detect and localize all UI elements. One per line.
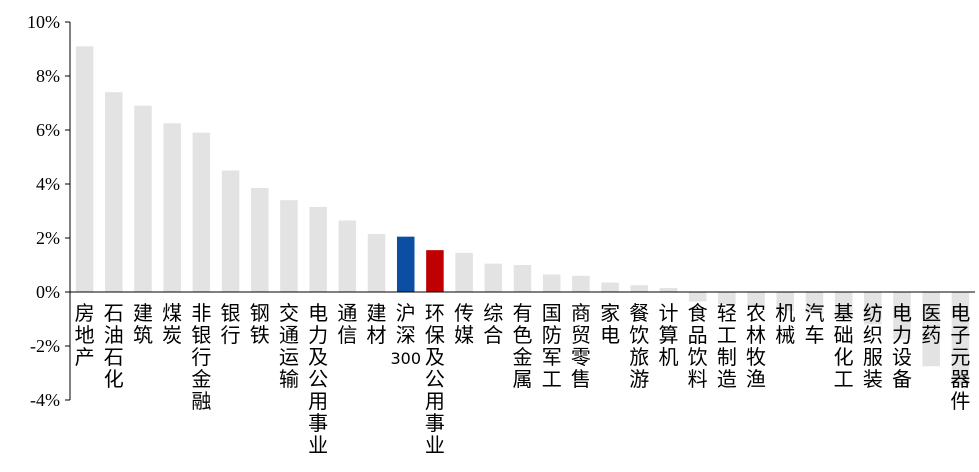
- bar-4: [163, 123, 181, 292]
- y-tick-label: 2%: [36, 228, 60, 248]
- bars-group: [75, 46, 970, 386]
- category-label: 餐饮旅游: [629, 301, 649, 391]
- bar-25: [776, 292, 794, 311]
- bar-5: [192, 132, 211, 292]
- bar-7: [251, 188, 269, 292]
- bar-22: [688, 292, 707, 302]
- y-tick-label: 10%: [27, 12, 60, 32]
- category-label: 钢铁: [250, 301, 270, 347]
- category-label: 计算机: [658, 301, 678, 369]
- category-label: 煤炭: [162, 301, 182, 347]
- y-tick-label: 8%: [36, 66, 60, 86]
- category-label: 家电: [600, 301, 620, 347]
- y-tick-label: -2%: [30, 336, 60, 356]
- bar-15: [484, 263, 503, 292]
- category-label: 纺织服装: [863, 301, 883, 391]
- category-label: 通信: [337, 301, 357, 347]
- category-label: 建筑: [133, 301, 153, 347]
- category-label: 基础化工: [834, 301, 854, 391]
- category-label: 非银行金融: [191, 301, 211, 413]
- bar-17: [542, 274, 561, 292]
- bar-27: [834, 292, 853, 319]
- bar-2: [105, 92, 123, 292]
- category-label: 国防军工: [542, 301, 562, 391]
- bar-11: [367, 233, 386, 292]
- bar-1: [75, 46, 94, 292]
- category-label: 机械: [775, 301, 795, 347]
- category-label: 食品饮料: [688, 301, 708, 391]
- category-label: 电子元器件: [950, 301, 970, 413]
- bar-30: [922, 292, 940, 367]
- y-tick-label: -4%: [30, 390, 60, 410]
- category-label: 传媒: [454, 301, 474, 347]
- bar-28: [864, 292, 882, 325]
- category-label: 沪深 300: [390, 301, 421, 368]
- bar-16: [513, 265, 532, 292]
- y-axis: 10% 8% 6% 4% 2% 0% -2% -4%: [27, 12, 975, 410]
- bar-14: [455, 252, 473, 292]
- category-label: 建材: [367, 301, 387, 347]
- bar-18: [572, 275, 590, 292]
- category-label: 汽车: [804, 301, 824, 347]
- category-label: 有色金属: [513, 301, 533, 391]
- category-label: 农林牧渔: [746, 301, 766, 391]
- category-label: 商贸零售: [571, 301, 591, 391]
- bar-9: [309, 206, 327, 292]
- bar-6: [221, 170, 240, 292]
- category-label: 医药: [921, 301, 941, 347]
- y-tick-label: 4%: [36, 174, 60, 194]
- category-label: 电力设备: [892, 301, 912, 391]
- bar-13: [426, 250, 444, 292]
- bar-8: [280, 200, 298, 292]
- bar-21: [659, 287, 678, 292]
- category-label: 房地产: [75, 301, 95, 369]
- bar-31: [951, 292, 970, 386]
- category-label: 银行: [221, 301, 241, 347]
- bar-20: [630, 285, 649, 292]
- bar-29: [893, 292, 911, 340]
- bar-26: [805, 292, 824, 314]
- category-label: 环保及公用事业: [425, 301, 445, 457]
- category-label: 轻工制造: [717, 301, 737, 391]
- y-tick-label: 6%: [36, 120, 60, 140]
- bar-23: [718, 292, 736, 305]
- bar-10: [338, 220, 357, 292]
- bar-19: [601, 282, 619, 292]
- category-label: 交通运输: [279, 301, 299, 391]
- bar-12: [396, 236, 415, 292]
- category-label: 电力及公用事业: [308, 301, 328, 457]
- bar-3: [134, 105, 152, 292]
- category-label: 石油石化: [104, 301, 124, 391]
- bar-24: [747, 292, 765, 307]
- category-label: 综合: [483, 301, 503, 347]
- y-tick-label: 0%: [36, 282, 60, 302]
